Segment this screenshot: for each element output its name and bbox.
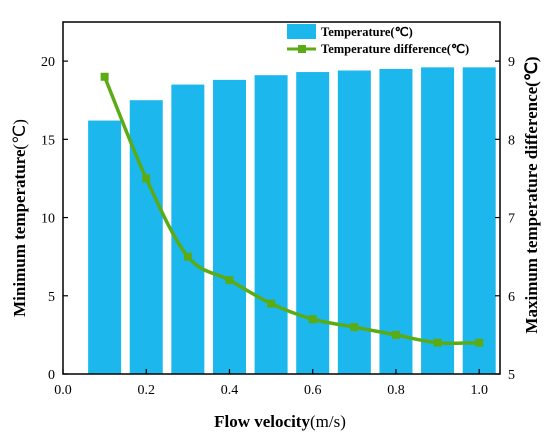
legend-label-temperature: Temperature(℃)	[321, 25, 413, 39]
x-tick-label-4: 0.8	[387, 383, 405, 398]
temperature-difference-line	[102, 76, 480, 346]
left-y-tick-label-2: 10	[41, 212, 55, 227]
bar-0	[88, 120, 122, 374]
temperature-difference-point-6	[350, 323, 359, 332]
bar-5	[296, 72, 330, 374]
bar-4	[254, 75, 288, 375]
temperature-difference-point-1	[142, 174, 151, 183]
temperature-difference-point-9	[475, 338, 484, 347]
bar-1	[129, 100, 163, 374]
x-tick-label-0: 0.0	[54, 383, 72, 398]
bar-3	[212, 79, 246, 374]
legend-marker-temperature-difference	[298, 45, 306, 53]
x-tick-label-2: 0.4	[221, 383, 239, 398]
temperature-difference-point-5	[308, 315, 317, 324]
legend: Temperature(℃) Temperature difference(℃)	[287, 24, 469, 56]
left-y-tick-label-1: 5	[48, 290, 55, 305]
left-y-tick-label-0: 0	[48, 368, 55, 383]
plot-frame	[62, 21, 501, 375]
x-tick-label-1: 0.2	[137, 383, 155, 398]
right-y-tick-label-1: 6	[508, 290, 515, 305]
right-y-tick-label-2: 7	[508, 212, 515, 227]
temperature-difference-point-3	[225, 276, 234, 285]
x-tick-label-3: 0.6	[304, 383, 322, 398]
bar-8	[421, 67, 455, 374]
legend-swatch-temperature	[287, 24, 316, 39]
temperature-difference-point-2	[183, 252, 192, 261]
ticks: 0.0 0.2 0.4 0.6 0.8 1.0 0 5 10 15 20 5 6 7 8 9	[41, 55, 515, 398]
axes	[62, 21, 501, 375]
x-tick-label-5: 1.0	[470, 383, 488, 398]
left-y-tick-label-3: 15	[41, 133, 55, 148]
right-y-axis-title: Maximum temperature difference(℃)	[522, 56, 541, 333]
right-y-tick-label-0: 5	[508, 368, 515, 383]
x-axis-title: Flow velocity(m/s)	[214, 412, 346, 431]
right-y-tick-label-4: 9	[508, 55, 515, 70]
left-y-axis-title: Minimum temperature(℃)	[10, 119, 29, 317]
temperature-difference-point-7	[391, 330, 400, 339]
bar-7	[379, 68, 413, 374]
temperature-difference-series	[100, 72, 484, 347]
temperature-difference-point-8	[433, 338, 442, 347]
right-y-tick-label-3: 8	[508, 133, 515, 148]
legend-label-temperature-difference: Temperature difference(℃)	[321, 42, 469, 56]
temperature-bars	[88, 67, 496, 375]
temperature-difference-point-4	[267, 299, 276, 308]
bar-9	[462, 67, 496, 374]
left-y-tick-label-4: 20	[41, 55, 55, 70]
bar-2	[171, 84, 205, 375]
temperature-difference-point-0	[100, 72, 109, 81]
